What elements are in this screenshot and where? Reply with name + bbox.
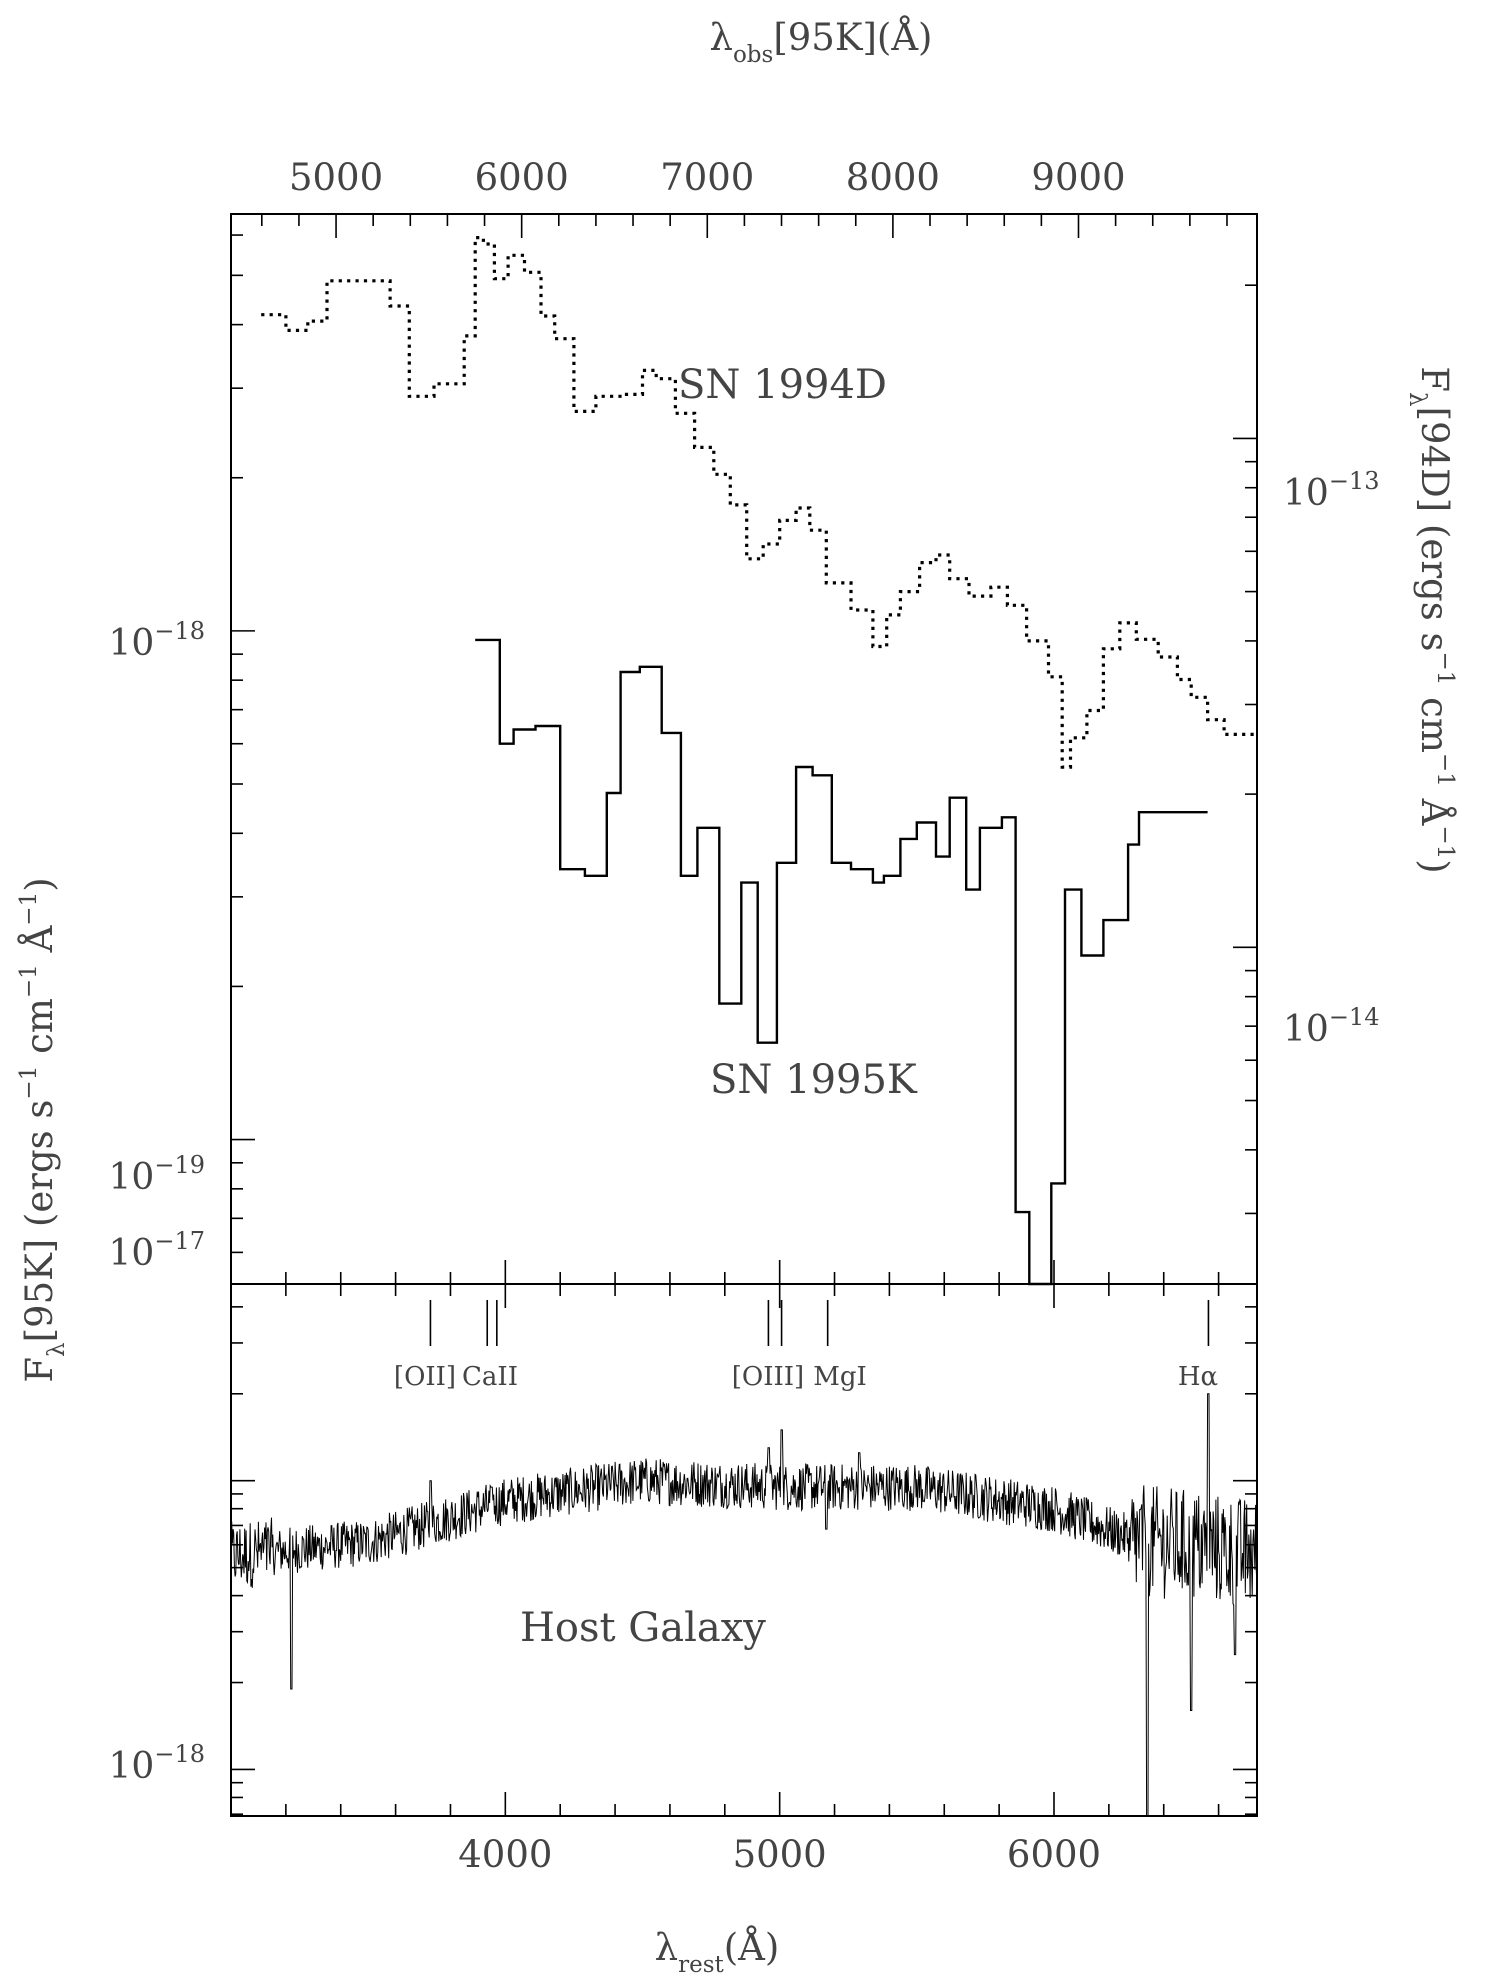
series-sn1995k-line — [475, 638, 1208, 1286]
top-axis-tick-labels: 5000 6000 7000 8000 9000 — [289, 156, 1126, 199]
top-axis-title: λobs[95K](Å) — [709, 15, 932, 68]
right-axis-title: Fλ[94D] (ergs s−1 cm−1 Å−1) — [1404, 366, 1458, 873]
top-tick-label: 8000 — [846, 156, 940, 199]
top-tick-label: 9000 — [1031, 156, 1125, 199]
bottom-tick-label: 6000 — [1007, 1833, 1101, 1876]
line-marker-label: CaII — [462, 1362, 518, 1392]
right-tick-label-1e-13: 10−13 — [1283, 467, 1379, 514]
bottom-tick-label: 4000 — [458, 1833, 552, 1876]
line-marker-group: [OII] CaII [OIII] MgI Hα — [394, 1300, 1218, 1392]
series-sn1994d-line — [261, 236, 1255, 769]
line-marker-label: Hα — [1178, 1362, 1218, 1392]
bottom-tick-label: 5000 — [733, 1833, 827, 1876]
top-tick-label: 5000 — [289, 156, 383, 199]
sn1994d-label: SN 1994D — [678, 362, 887, 408]
axis-tick-marks — [231, 214, 1257, 1816]
top-tick-label: 6000 — [475, 156, 569, 199]
series-host-galaxy-line — [230, 1393, 1258, 1817]
bottom-axis-title: λrest(Å) — [655, 1925, 780, 1975]
bottom-left-tick-label-1e-18: 10−18 — [109, 1740, 205, 1787]
line-marker-label: [OIII] — [732, 1362, 804, 1392]
left-axis-title: Fλ[95K] (ergs s−1 cm−1 Å−1) — [16, 877, 70, 1382]
line-marker-label: MgI — [813, 1362, 867, 1392]
top-left-tick-label-1e-19: 10−19 — [109, 1151, 205, 1198]
right-tick-label-1e-14: 10−14 — [1283, 1003, 1379, 1050]
top-left-tick-label-1e-18: 10−18 — [109, 617, 205, 664]
line-marker-label: [OII] — [394, 1362, 456, 1392]
top-tick-label: 7000 — [660, 156, 754, 199]
host-galaxy-label: Host Galaxy — [520, 1605, 766, 1651]
bottom-axis-tick-labels: 4000 5000 6000 — [458, 1833, 1101, 1876]
bottom-left-tick-label-1e-17: 10−17 — [109, 1227, 205, 1274]
sn1995k-label: SN 1995K — [710, 1057, 918, 1103]
